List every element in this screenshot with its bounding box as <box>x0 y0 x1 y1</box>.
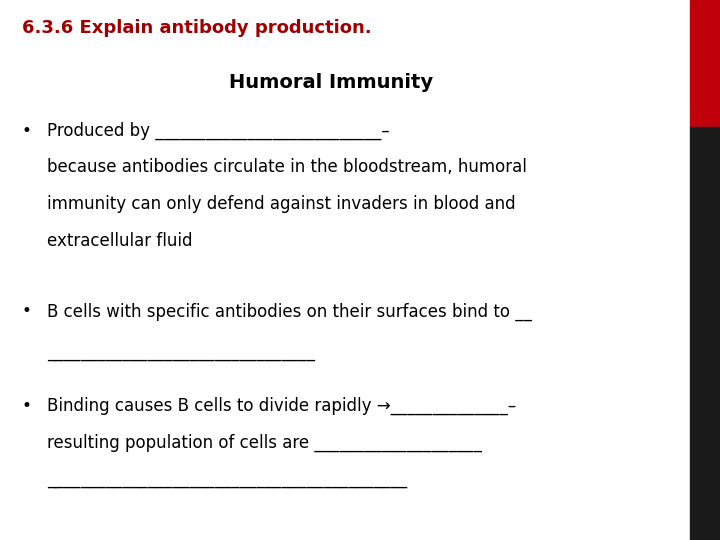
Text: because antibodies circulate in the bloodstream, humoral: because antibodies circulate in the bloo… <box>47 158 526 176</box>
Text: immunity can only defend against invaders in blood and: immunity can only defend against invader… <box>47 195 516 213</box>
FancyBboxPatch shape <box>690 127 720 540</box>
Text: ___________________________________________: ________________________________________… <box>47 470 407 488</box>
Text: •: • <box>22 302 32 320</box>
Text: Produced by ___________________________–: Produced by ___________________________– <box>47 122 390 140</box>
Text: Humoral Immunity: Humoral Immunity <box>229 73 433 92</box>
Text: •: • <box>22 122 32 139</box>
Text: Binding causes B cells to divide rapidly →______________–: Binding causes B cells to divide rapidly… <box>47 397 516 415</box>
Text: ________________________________: ________________________________ <box>47 343 315 361</box>
Text: B cells with specific antibodies on their surfaces bind to __: B cells with specific antibodies on thei… <box>47 302 532 321</box>
FancyBboxPatch shape <box>690 0 720 127</box>
Text: extracellular fluid: extracellular fluid <box>47 232 192 249</box>
Text: resulting population of cells are ____________________: resulting population of cells are ______… <box>47 434 482 452</box>
Text: 6.3.6 Explain antibody production.: 6.3.6 Explain antibody production. <box>22 19 372 37</box>
Text: •: • <box>22 397 32 415</box>
